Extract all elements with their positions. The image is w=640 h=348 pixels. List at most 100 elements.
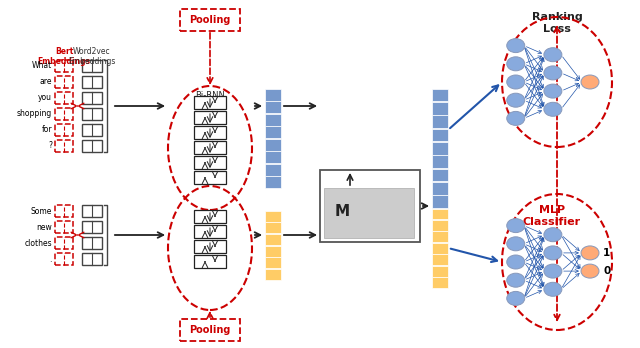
- Bar: [324, 187, 374, 188]
- Bar: [194, 210, 226, 223]
- Bar: [432, 254, 448, 265]
- Bar: [194, 156, 226, 169]
- Bar: [265, 113, 281, 126]
- Bar: [194, 141, 226, 154]
- Bar: [432, 102, 448, 115]
- Bar: [265, 234, 281, 245]
- Bar: [324, 185, 374, 186]
- Bar: [194, 126, 226, 139]
- Bar: [55, 205, 73, 217]
- Bar: [265, 151, 281, 163]
- Bar: [402, 174, 416, 185]
- Text: .: .: [50, 254, 52, 263]
- Ellipse shape: [581, 75, 599, 89]
- Text: shopping: shopping: [17, 110, 52, 119]
- Ellipse shape: [544, 228, 562, 242]
- Text: Word2vec
Embeddings: Word2vec Embeddings: [68, 47, 116, 66]
- Ellipse shape: [507, 111, 525, 125]
- Bar: [402, 185, 416, 195]
- Bar: [324, 182, 374, 183]
- Text: Pooling: Pooling: [189, 15, 230, 25]
- Ellipse shape: [544, 84, 562, 98]
- Bar: [82, 76, 102, 88]
- Text: M: M: [335, 204, 349, 219]
- Text: new: new: [36, 222, 52, 231]
- Bar: [55, 237, 73, 249]
- Bar: [194, 225, 226, 238]
- Bar: [324, 183, 374, 184]
- Bar: [82, 205, 102, 217]
- Bar: [402, 217, 416, 227]
- Bar: [432, 182, 448, 195]
- Bar: [55, 140, 73, 152]
- Ellipse shape: [507, 75, 525, 89]
- Text: for: for: [42, 126, 52, 134]
- Ellipse shape: [544, 282, 562, 296]
- Bar: [265, 176, 281, 188]
- Text: Bi-RNN: Bi-RNN: [195, 92, 225, 101]
- Bar: [55, 253, 73, 265]
- Bar: [82, 237, 102, 249]
- Text: ?: ?: [48, 142, 52, 150]
- Ellipse shape: [544, 264, 562, 278]
- Bar: [82, 221, 102, 233]
- Text: Some: Some: [31, 206, 52, 215]
- Bar: [82, 92, 102, 104]
- Ellipse shape: [544, 48, 562, 62]
- Text: 0: 0: [603, 266, 611, 276]
- Bar: [194, 96, 226, 109]
- Ellipse shape: [544, 102, 562, 116]
- Bar: [432, 168, 448, 181]
- Bar: [402, 206, 416, 217]
- Bar: [265, 245, 281, 257]
- FancyBboxPatch shape: [180, 319, 240, 341]
- Bar: [55, 108, 73, 120]
- Bar: [82, 108, 102, 120]
- Bar: [432, 88, 448, 101]
- Bar: [265, 88, 281, 101]
- Text: MLP
Classifier: MLP Classifier: [523, 205, 581, 227]
- Bar: [82, 140, 102, 152]
- FancyBboxPatch shape: [180, 9, 240, 31]
- Bar: [432, 128, 448, 141]
- Bar: [194, 171, 226, 184]
- Bar: [432, 220, 448, 231]
- Bar: [55, 76, 73, 88]
- Bar: [432, 195, 448, 208]
- Bar: [324, 188, 414, 238]
- Bar: [82, 60, 102, 72]
- Bar: [55, 60, 73, 72]
- Ellipse shape: [544, 246, 562, 260]
- Bar: [432, 243, 448, 254]
- Bar: [402, 196, 416, 206]
- Ellipse shape: [507, 255, 525, 269]
- Text: clothes: clothes: [24, 238, 52, 247]
- Bar: [194, 111, 226, 124]
- Ellipse shape: [507, 273, 525, 287]
- Bar: [265, 269, 281, 280]
- Bar: [432, 142, 448, 155]
- Ellipse shape: [507, 57, 525, 71]
- Bar: [265, 164, 281, 175]
- Bar: [55, 92, 73, 104]
- Bar: [324, 176, 374, 177]
- Bar: [324, 180, 374, 181]
- Bar: [265, 126, 281, 138]
- Bar: [432, 208, 448, 220]
- Bar: [265, 222, 281, 233]
- Text: Pooling: Pooling: [189, 325, 230, 335]
- Bar: [324, 174, 374, 176]
- Bar: [82, 253, 102, 265]
- Ellipse shape: [581, 264, 599, 278]
- Ellipse shape: [544, 66, 562, 80]
- Text: you: you: [38, 94, 52, 103]
- Bar: [265, 257, 281, 268]
- Bar: [324, 178, 374, 179]
- Ellipse shape: [507, 93, 525, 107]
- Bar: [265, 101, 281, 113]
- Bar: [265, 139, 281, 150]
- Ellipse shape: [581, 246, 599, 260]
- Text: Bert
Embeddings: Bert Embeddings: [38, 47, 90, 66]
- Ellipse shape: [507, 291, 525, 306]
- Bar: [432, 277, 448, 288]
